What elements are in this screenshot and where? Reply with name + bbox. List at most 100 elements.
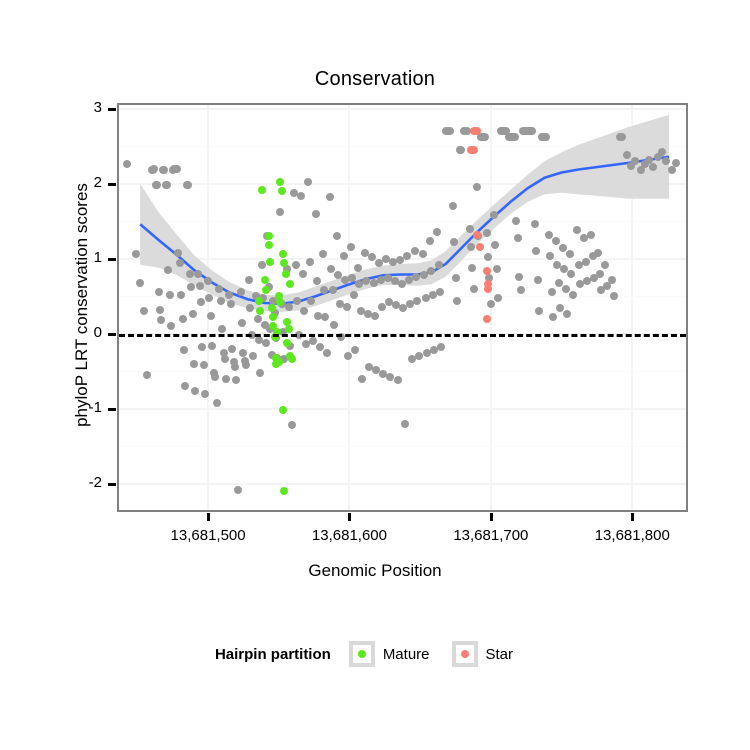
data-point (427, 266, 436, 275)
data-point (257, 260, 266, 269)
data-point (232, 376, 241, 385)
data-point (369, 278, 378, 287)
legend-item-mature[interactable]: Mature (348, 641, 436, 667)
data-point (293, 296, 302, 305)
x-axis-tick (207, 513, 211, 521)
x-axis-tick-label: 13,681,500 (170, 527, 246, 544)
data-point (433, 227, 442, 236)
data-point (672, 158, 681, 167)
data-point (308, 337, 317, 346)
data-point (307, 296, 316, 305)
data-point (602, 281, 611, 290)
data-point (300, 307, 309, 316)
data-point (631, 157, 640, 166)
data-point (269, 313, 278, 322)
data-point (435, 287, 444, 296)
data-point (283, 317, 292, 326)
data-point (185, 269, 194, 278)
data-point (253, 314, 262, 323)
data-point (437, 343, 446, 352)
data-point (233, 485, 242, 494)
data-point (368, 253, 377, 262)
data-point (298, 269, 307, 278)
gridline-y-minor (119, 446, 686, 448)
data-point (286, 341, 295, 350)
data-point (189, 359, 198, 368)
x-axis-tick (489, 513, 493, 521)
data-point (222, 374, 231, 383)
data-point (318, 250, 327, 259)
data-point (284, 325, 293, 334)
data-point (353, 263, 362, 272)
data-point (201, 389, 210, 398)
data-point (335, 299, 344, 308)
data-point (276, 178, 285, 187)
data-point (216, 296, 225, 305)
data-point (482, 314, 491, 323)
data-point (595, 269, 604, 278)
data-point (254, 335, 263, 344)
data-point (465, 224, 474, 233)
data-point (547, 287, 556, 296)
data-point (510, 133, 519, 142)
data-point (568, 290, 577, 299)
data-point (242, 361, 251, 370)
data-point (177, 290, 186, 299)
data-point (486, 299, 495, 308)
legend-item-star[interactable]: Star (451, 641, 520, 667)
data-point (325, 193, 334, 202)
gridline-y-minor (119, 221, 686, 223)
data-point (516, 286, 525, 295)
data-point (270, 308, 279, 317)
data-point (195, 281, 204, 290)
data-point (574, 260, 583, 269)
data-point (428, 290, 437, 299)
data-point (334, 271, 343, 280)
x-axis-tick-label: 13,681,700 (453, 527, 529, 544)
data-point (609, 292, 618, 301)
data-point (174, 248, 183, 257)
data-point (653, 152, 662, 161)
data-point (167, 322, 176, 331)
data-point (484, 280, 493, 289)
data-point (301, 340, 310, 349)
data-point (386, 373, 395, 382)
data-point (304, 178, 313, 187)
legend-title: Hairpin partition (214, 645, 331, 663)
data-point (594, 248, 603, 257)
data-point (283, 265, 292, 274)
data-point (383, 274, 392, 283)
data-point (219, 349, 228, 358)
gridline-y (119, 107, 686, 110)
data-point (667, 166, 676, 175)
data-point (560, 265, 569, 274)
data-point (481, 133, 490, 142)
data-point (150, 164, 159, 173)
data-point (266, 257, 275, 266)
data-point (208, 341, 217, 350)
data-point (640, 160, 649, 169)
data-point (426, 236, 435, 245)
data-point (312, 277, 321, 286)
data-point (530, 220, 539, 229)
data-point (502, 127, 511, 136)
legend-dot-icon (357, 650, 366, 658)
data-point (472, 127, 481, 136)
data-point (583, 277, 592, 286)
data-point (392, 301, 401, 310)
data-point (264, 241, 273, 250)
data-point (164, 266, 173, 274)
data-point (485, 274, 494, 283)
data-point (276, 298, 285, 307)
data-point (336, 332, 345, 341)
data-point (276, 208, 285, 217)
data-point (348, 274, 357, 283)
data-point (472, 182, 481, 191)
page-title: Conservation (314, 68, 436, 90)
data-point (215, 284, 224, 293)
data-point (450, 238, 459, 247)
data-point (587, 230, 596, 239)
data-point (254, 296, 263, 305)
data-point (260, 320, 269, 329)
data-point (462, 127, 471, 136)
